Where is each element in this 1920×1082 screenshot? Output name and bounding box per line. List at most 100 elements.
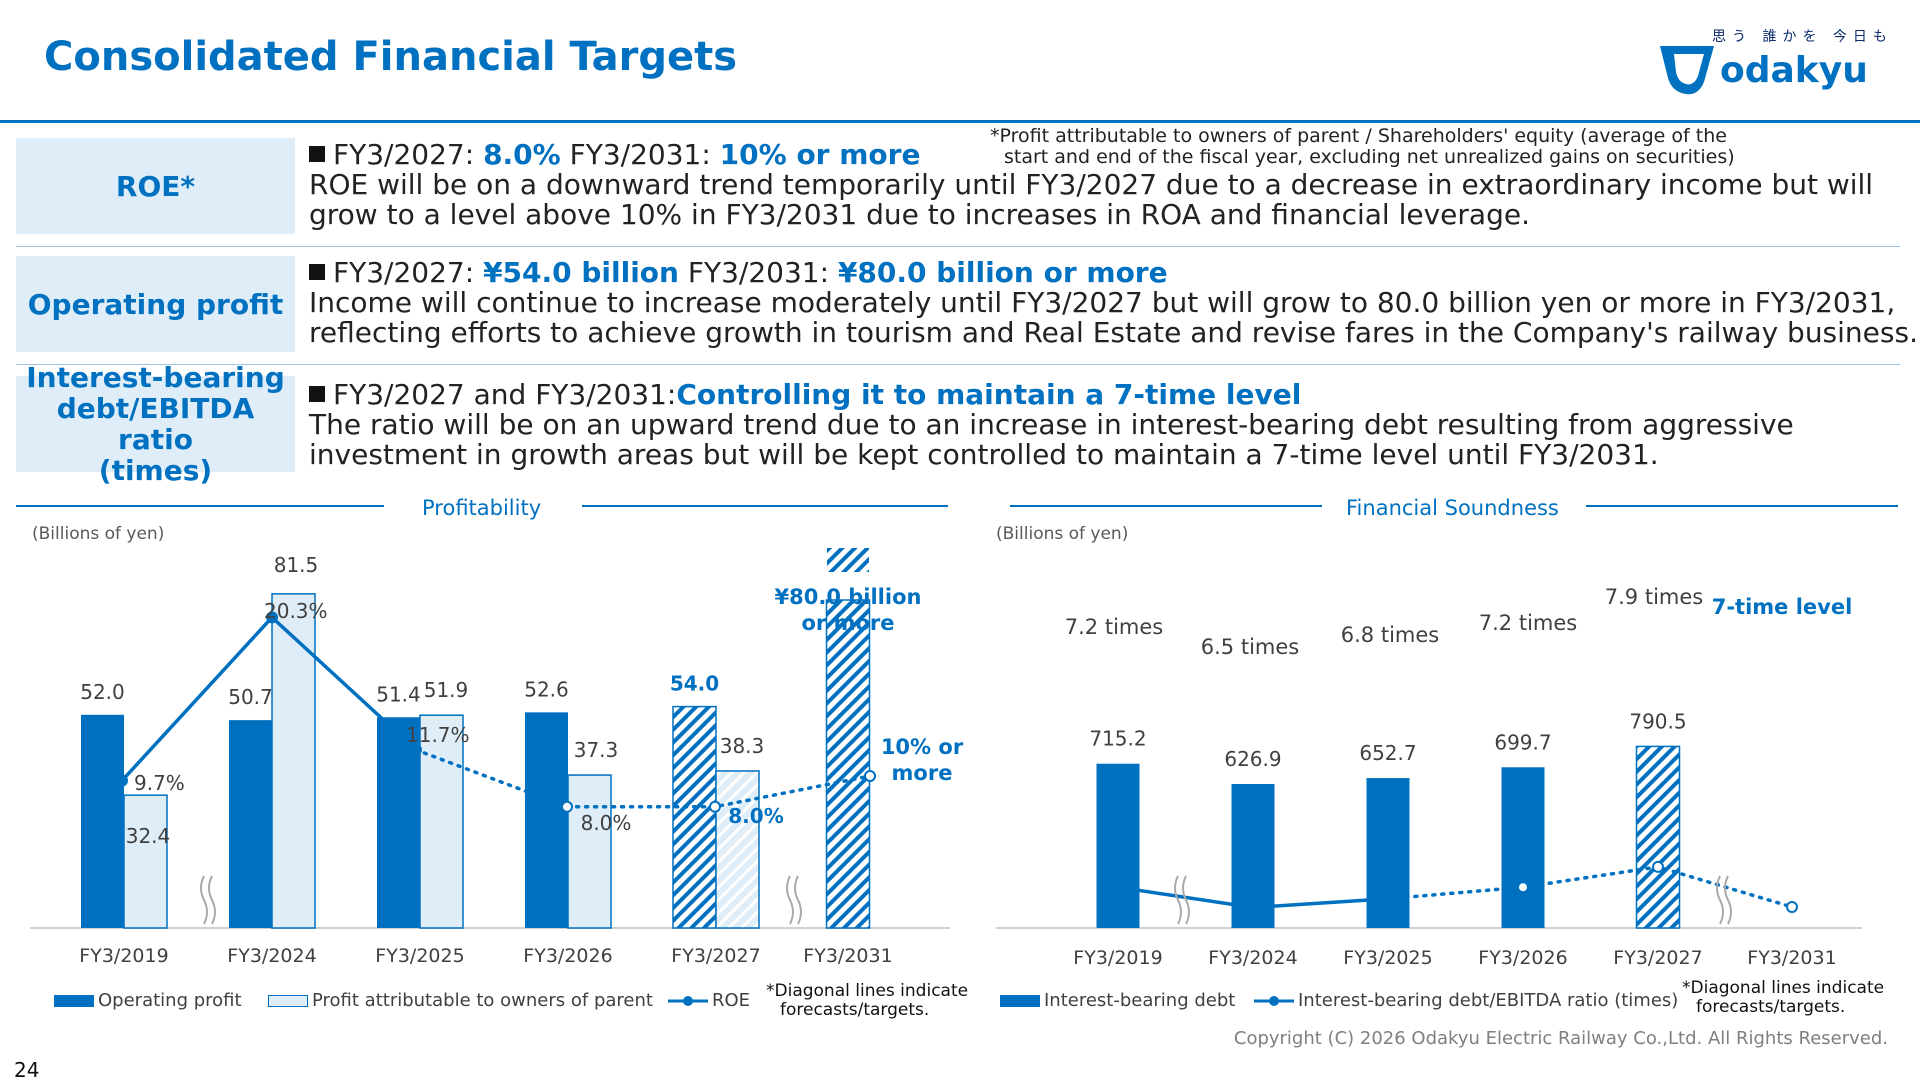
data-label-ratio: 6.8 times (1341, 623, 1439, 647)
x-tick-label: FY3/2024 (1208, 947, 1297, 969)
data-label-operating-profit-target: ¥80.0 billion (775, 585, 922, 609)
profitability-chart: 52.0 FY3/2019 50.7 FY3/2024 51.4 FY3/2025 52.6… (30, 548, 964, 967)
section-title-financial-soundness: Financial Soundness (1346, 496, 1559, 520)
axis-break-icon (786, 875, 794, 925)
data-label-profit-attributable: 51.9 (424, 678, 469, 702)
bar-interest-bearing-debt (1096, 763, 1140, 928)
data-label-operating-profit-target: or more (801, 611, 894, 635)
ratio-point (1382, 892, 1394, 905)
legend-item-debt-ebitda-ratio: Interest-bearing debt/EBITDA ratio (time… (1254, 990, 1678, 1011)
data-label-roe: 20.3% (264, 599, 328, 623)
row-headline: FY3/2027: ¥54.0 billion FY3/2031: ¥80.0 … (309, 258, 1918, 288)
page-number: 24 (14, 1058, 40, 1082)
data-label-profit-attributable: 32.4 (126, 824, 171, 848)
bar-interest-bearing-debt (1635, 745, 1681, 929)
data-label-roe: 8.0% (728, 804, 783, 828)
data-label-ratio: 7.9 times (1605, 585, 1703, 609)
roe-point (410, 743, 422, 756)
data-label-roe: 11.7% (406, 723, 470, 747)
ratio-point (1652, 860, 1664, 873)
data-label-interest-bearing-debt: 790.5 (1629, 709, 1686, 733)
data-label-operating-profit: 54.0 (670, 672, 719, 696)
data-label-operating-profit: 50.7 (228, 685, 273, 709)
roe-point (116, 774, 128, 787)
data-label-interest-bearing-debt: 652.7 (1359, 741, 1416, 765)
forecast-hatch-icon (827, 548, 869, 572)
data-label-operating-profit: 52.0 (80, 680, 125, 704)
section-rule (1586, 505, 1898, 507)
logo-mark-icon (1660, 46, 1714, 95)
data-label-operating-profit: 51.4 (376, 682, 421, 706)
x-tick-label: FY3/2031 (803, 945, 892, 967)
data-label-interest-bearing-debt: 699.7 (1494, 730, 1551, 754)
bar-operating-profit (825, 599, 871, 929)
target-row-debt-ebitda: Interest-bearing debt/EBITDA ratio (time… (16, 362, 1900, 486)
x-tick-label: FY3/2019 (1073, 947, 1162, 969)
data-label-ratio: 7.2 times (1065, 615, 1163, 639)
row-body-operating-profit: FY3/2027: ¥54.0 billion FY3/2031: ¥80.0 … (309, 258, 1918, 348)
odakyu-logo: 思う 誰かを 今日も odakyu (1650, 22, 1890, 102)
axis-break-icon (1182, 875, 1190, 925)
roe-point (266, 611, 278, 624)
bullet-square-icon (309, 264, 325, 280)
section-rule (582, 505, 948, 507)
unit-label: (Billions of yen) (996, 524, 1129, 544)
roe-point (709, 800, 721, 813)
row-text-line-2: grow to a level above 10% in FY3/2031 du… (309, 198, 1530, 231)
ratio-point (1517, 881, 1529, 894)
legend-item-interest-bearing-debt: Interest-bearing debt (1000, 990, 1235, 1011)
legend-line-marker (1254, 996, 1294, 1006)
data-label-ratio: 6.5 times (1201, 635, 1299, 659)
unit-label: (Billions of yen) (32, 524, 165, 544)
legend-swatch (268, 995, 308, 1007)
financial-soundness-chart: 715.2 FY3/2019 626.9 FY3/2024 652.7 FY3/2025 6… (996, 585, 1862, 969)
bar-profit-attributable (715, 770, 760, 929)
data-label-ratio-target: 7-time level (1712, 595, 1853, 619)
logo-wordmark: odakyu (1720, 50, 1868, 91)
data-label-operating-profit: 52.6 (524, 677, 569, 701)
axis-break-icon (794, 875, 802, 925)
forecast-note: *Diagonal lines indicate forecasts/targe… (1682, 978, 1885, 1017)
x-tick-label: FY3/2024 (227, 945, 316, 967)
x-tick-label: FY3/2031 (1747, 947, 1836, 969)
bar-profit-attributable (567, 774, 612, 929)
x-tick-label: FY3/2026 (1478, 947, 1567, 969)
section-title-profitability: Profitability (422, 496, 542, 520)
copyright: Copyright (C) 2026 Odakyu Electric Railw… (1233, 1028, 1888, 1049)
row-body-roe: FY3/2027: 8.0% FY3/2031: 10% or more ROE… (309, 140, 1873, 230)
bullet-square-icon (309, 146, 325, 162)
data-label-roe-target: 10% or (881, 735, 964, 759)
bar-profit-attributable (271, 593, 316, 929)
x-tick-label: FY3/2025 (1343, 947, 1432, 969)
target-row-operating-profit: Operating profit FY3/2027: ¥54.0 billion… (16, 256, 1918, 352)
bar-interest-bearing-debt (1501, 767, 1545, 928)
data-label-interest-bearing-debt: 626.9 (1224, 747, 1281, 771)
axis-break-icon (200, 875, 208, 925)
bullet-square-icon (309, 386, 325, 402)
bar-operating-profit (229, 720, 272, 928)
legend-swatch (1000, 995, 1040, 1007)
data-label-roe: 8.0% (581, 811, 632, 835)
header-divider (0, 120, 1920, 123)
page-title: Consolidated Financial Targets (44, 34, 738, 80)
row-text-line-2: reflecting efforts to achieve growth in … (309, 316, 1918, 349)
row-headline: FY3/2027: 8.0% FY3/2031: 10% or more (309, 140, 1873, 170)
legend-item-operating-profit: Operating profit (54, 990, 242, 1011)
row-text-line-1: Income will continue to increase moderat… (309, 286, 1896, 319)
roe-footnote: *Profit attributable to owners of parent… (990, 126, 1735, 168)
row-label-roe: ROE* (16, 138, 295, 234)
x-tick-label: FY3/2025 (375, 945, 464, 967)
bar-operating-profit (525, 712, 568, 928)
axis-break-icon (1724, 875, 1732, 925)
row-divider (16, 364, 1900, 365)
x-tick-label: FY3/2026 (523, 945, 612, 967)
roe-point (561, 800, 573, 813)
data-label-ratio: 7.2 times (1479, 611, 1577, 635)
data-label-roe-target: more (892, 761, 953, 785)
section-rule (16, 505, 384, 507)
legend-line-marker (668, 996, 708, 1006)
legend-swatch (54, 995, 94, 1007)
axis-break-icon (1716, 875, 1724, 925)
roe-point (864, 770, 876, 782)
row-text-line-1: The ratio will be on an upward trend due… (309, 408, 1794, 441)
